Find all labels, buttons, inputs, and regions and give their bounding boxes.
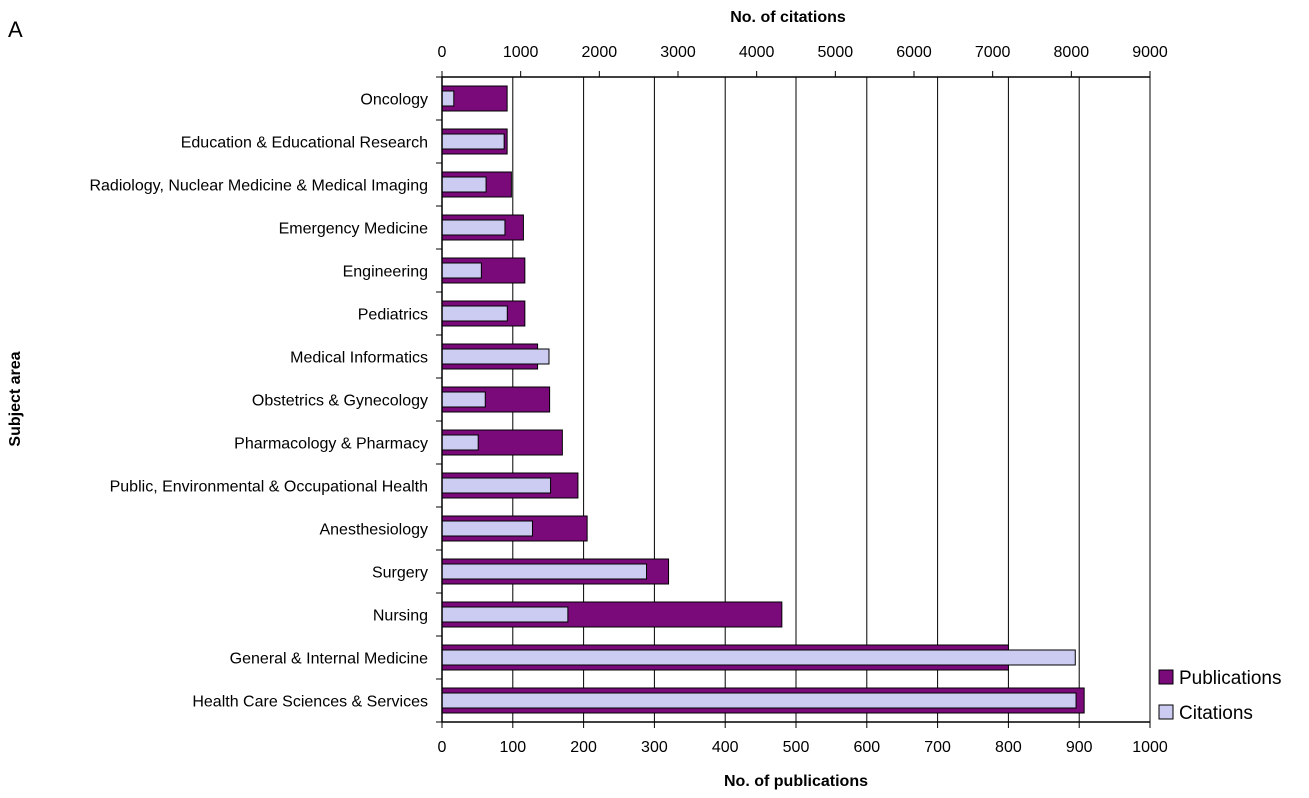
bar-citations-1 [441, 133, 505, 150]
bar-citations-12 [441, 606, 569, 623]
legend: Publications Citations [1158, 668, 1281, 724]
bar-citations-11 [441, 563, 648, 580]
x-top-tick-label-5: 5000 [818, 44, 854, 61]
x-top-tick-label-3: 3000 [660, 44, 696, 61]
bar-citations-5 [441, 305, 508, 322]
x-top-tick-label-9: 9000 [1132, 44, 1168, 61]
x-bottom-tick-label-10: 1000 [1132, 739, 1168, 756]
category-label-12: Nursing [373, 608, 428, 625]
x-bottom-tick-label-9: 900 [1066, 739, 1093, 756]
category-label-2: Radiology, Nuclear Medicine & Medical Im… [89, 178, 428, 195]
legend-label-publications: Publications [1179, 668, 1281, 689]
bar-citations-4 [441, 262, 482, 279]
panel-label: A [8, 17, 23, 42]
x-top-tick-label-4: 4000 [739, 44, 775, 61]
bar-citations-3 [441, 219, 506, 236]
bar-citations-9 [441, 477, 552, 494]
category-label-14: Health Care Sciences & Services [192, 694, 428, 711]
bar-citations-14 [441, 692, 1077, 709]
bar-citations-0 [441, 90, 455, 107]
x-bottom-tick-label-2: 200 [570, 739, 597, 756]
x-top-tick-label-2: 2000 [582, 44, 618, 61]
category-label-1: Education & Educational Research [181, 135, 428, 152]
bar-citations-6 [441, 348, 550, 365]
category-label-11: Surgery [372, 565, 428, 582]
category-label-4: Engineering [343, 264, 428, 281]
category-label-10: Anesthesiology [319, 522, 428, 539]
x-axis-title-top: No. of citations [730, 9, 846, 26]
x-top-tick-label-1: 1000 [503, 44, 539, 61]
x-bottom-tick-label-8: 800 [995, 739, 1022, 756]
x-bottom-tick-label-7: 700 [924, 739, 951, 756]
category-label-9: Public, Environmental & Occupational Hea… [110, 479, 428, 496]
category-label-13: General & Internal Medicine [230, 651, 428, 668]
bars [441, 85, 1085, 714]
x-bottom-tick-label-0: 0 [438, 739, 447, 756]
x-bottom-tick-label-5: 500 [783, 739, 810, 756]
y-axis-title: Subject area [7, 351, 24, 446]
legend-label-citations: Citations [1179, 703, 1253, 724]
x-axis-title-bottom: No. of publications [724, 773, 868, 790]
bar-citations-8 [441, 434, 479, 451]
category-label-0: Oncology [360, 92, 428, 109]
x-top-tick-label-0: 0 [438, 44, 447, 61]
bar-citations-2 [441, 176, 487, 193]
x-top-tick-label-8: 8000 [1054, 44, 1090, 61]
category-label-7: Obstetrics & Gynecology [252, 393, 428, 410]
bar-citations-10 [441, 520, 533, 537]
category-label-5: Pediatrics [358, 307, 428, 324]
x-bottom-tick-label-6: 600 [853, 739, 880, 756]
x-bottom-tick-label-3: 300 [641, 739, 668, 756]
axis-ticks: 0 100 200 300 400 500 600 700 800 900 1000 0 1000 200… [436, 44, 1168, 756]
x-bottom-tick-label-1: 100 [499, 739, 526, 756]
legend-swatch-publications [1158, 669, 1174, 685]
bar-publications-0 [441, 85, 508, 112]
x-bottom-tick-label-4: 400 [712, 739, 739, 756]
bar-citations-13 [441, 649, 1076, 666]
category-label-8: Pharmacology & Pharmacy [234, 436, 428, 453]
gridlines [512, 77, 1151, 722]
bar-citations-7 [441, 391, 486, 408]
category-label-6: Medical Informatics [290, 350, 428, 367]
x-top-tick-label-6: 6000 [896, 44, 932, 61]
category-label-3: Emergency Medicine [279, 221, 429, 238]
legend-swatch-citations [1158, 704, 1174, 720]
category-labels: Oncology Education & Educational Research… [89, 92, 428, 711]
x-top-tick-label-7: 7000 [975, 44, 1011, 61]
